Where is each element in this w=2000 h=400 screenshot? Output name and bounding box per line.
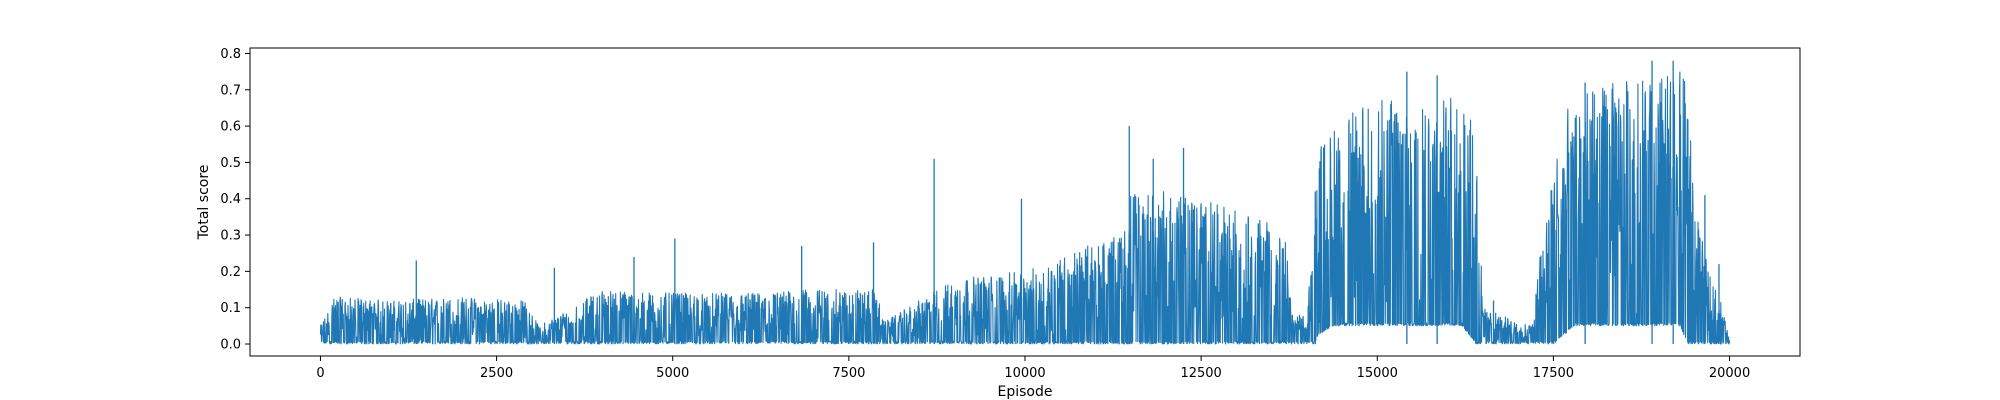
series-line	[319, 71, 1731, 345]
x-tick-label: 17500	[1533, 366, 1574, 381]
series-layer	[319, 60, 1731, 345]
y-tick-label: 0.4	[220, 192, 241, 207]
x-tick-label: 2500	[480, 366, 513, 381]
y-tick-label: 0.8	[220, 47, 241, 62]
y-tick-label: 0.7	[220, 83, 241, 98]
x-axis-label: Episode	[998, 384, 1053, 400]
x-tick-label: 5000	[656, 366, 689, 381]
y-tick-label: 0.6	[220, 120, 241, 135]
y-tick-label: 0.5	[220, 156, 241, 171]
y-axis: 0.0 0.1 0.2 0.3 0.4 0.5 0.6 0.7 0.8	[220, 47, 250, 353]
y-tick-label: 0.3	[220, 229, 241, 244]
x-tick-label: 10000	[1004, 366, 1045, 381]
y-tick-label: 0.2	[220, 265, 241, 280]
x-tick-label: 20000	[1709, 366, 1750, 381]
x-tick-label: 7500	[832, 366, 865, 381]
x-tick-label: 0	[316, 366, 324, 381]
x-axis: 0 2500 5000 7500 10000 12500 15000 17500 20000	[316, 356, 1750, 381]
y-tick-label: 0.1	[220, 301, 241, 316]
x-tick-label: 15000	[1357, 366, 1398, 381]
x-tick-label: 12500	[1180, 366, 1221, 381]
y-tick-label: 0.0	[220, 338, 241, 353]
y-axis-label: Total score	[196, 165, 212, 241]
